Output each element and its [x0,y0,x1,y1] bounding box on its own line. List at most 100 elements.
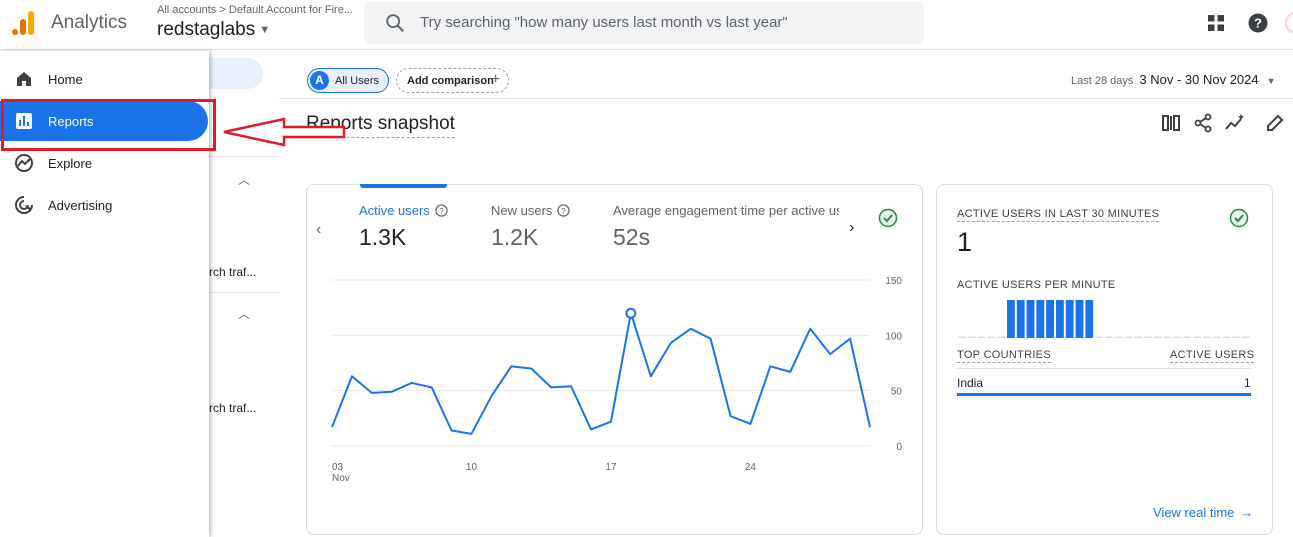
segment-badge: A [310,71,329,90]
per-minute-bar [1163,336,1172,338]
sidebar-item-label: Explore [48,155,93,171]
sidebar-item-explore[interactable]: Explore [0,143,209,183]
analytics-logo-icon[interactable] [10,10,36,36]
help-circle-icon[interactable]: ? [557,204,571,217]
metric-label: New users [491,203,553,218]
y-tick-label: 150 [885,276,902,287]
secondary-nav-item[interactable]: rch traf... [209,265,257,279]
search-bar[interactable]: Try searching "how many users last month… [364,2,924,44]
per-minute-bar [1124,336,1133,338]
per-minute-bar-chart [958,300,1250,338]
caret-down-icon: ▼ [1266,76,1276,86]
property-name: redstaglabs [157,19,256,40]
report-toolbar [279,51,1293,99]
divider [957,368,1251,369]
per-minute-bar [1056,300,1064,338]
per-minute-bar [987,336,996,338]
x-tick-label: 03 [332,462,344,473]
y-tick-label: 0 [896,442,902,453]
breadcrumb[interactable]: All accounts > Default Account for Fire.… [157,4,353,16]
property-selector[interactable]: redstaglabs ▼ [157,19,270,41]
divider [209,156,279,157]
share-icon[interactable] [1193,113,1213,133]
realtime-card [936,184,1273,535]
insights-icon[interactable] [1225,113,1245,133]
per-minute-bar [958,336,966,338]
date-range-label: Last 28 days [1071,75,1134,87]
breadcrumb-separator: > [219,4,226,16]
country-share-bar [957,393,1251,396]
help-icon[interactable]: ? [1248,13,1268,33]
per-minute-bar [1212,336,1221,338]
annotation-highlight-box [1,99,216,151]
selected-tab-indicator [360,184,447,188]
arrow-right-icon: → [1240,505,1254,520]
active-users-header: ACTIVE USERS [1170,349,1255,363]
search-placeholder: Try searching "how many users last month… [420,14,788,31]
x-tick-label: 24 [745,462,757,473]
metric-tab-new-users[interactable]: New users? 1.2K [491,203,571,251]
metric-tab-engagement-time[interactable]: Average engagement time per active us 52… [613,203,839,251]
compare-columns-icon[interactable] [1161,113,1181,133]
date-range-value: 3 Nov - 30 Nov 2024 [1139,72,1259,87]
per-minute-bar [1222,336,1231,338]
secondary-nav-item[interactable]: rch traf... [209,401,257,415]
per-minute-bar [1232,336,1241,338]
per-minute-bar [1085,300,1094,338]
chevron-up-icon[interactable]: ︿ [238,307,251,321]
metrics-chart-card [306,184,923,535]
chevron-up-icon[interactable]: ︿ [238,173,251,187]
breadcrumb-root[interactable]: All accounts [157,4,217,16]
per-minute-bar [1193,336,1201,338]
sidebar-item-home[interactable]: Home [0,59,209,99]
highlight-point [625,307,637,319]
chevron-left-icon[interactable]: ‹ [316,221,322,238]
sidebar-item-reports[interactable]: Reports [0,101,208,141]
avatar[interactable] [1285,12,1293,34]
secondary-nav-selected-item[interactable] [202,58,263,89]
segment-chip-all-users[interactable]: A All Users [307,68,389,93]
date-range-picker[interactable]: Last 28 days 3 Nov - 30 Nov 2024 ▼ [1071,72,1276,87]
view-real-time-link[interactable]: View real time → [1153,505,1253,520]
svg-text:?: ? [562,206,567,216]
per-minute-bar [1203,336,1211,338]
edit-pencil-icon[interactable] [1265,113,1285,133]
reports-icon [16,113,32,129]
metric-value: 52s [613,224,651,250]
country-users: 1 [1244,376,1251,390]
advertising-icon [15,196,33,214]
check-circle-icon[interactable] [878,208,898,228]
top-bar: Analytics All accounts > Default Account… [0,0,1293,50]
add-comparison-label: Add comparison [407,75,494,87]
breadcrumb-account[interactable]: Default Account for Fire... [228,4,353,16]
check-circle-icon[interactable] [1229,208,1249,228]
metric-label: Average engagement time per active us [613,203,839,218]
x-tick-label: 10 [466,462,478,473]
per-minute-bar [1134,336,1143,338]
y-tick-label: 50 [891,387,903,398]
sidebar-item-advertising[interactable]: Advertising [0,185,209,225]
svg-text:?: ? [439,206,444,216]
y-tick-label: 100 [885,331,902,342]
per-minute-bar [967,336,976,338]
divider [209,292,279,293]
sidebar: Home Reports Explore Advertising [0,51,209,537]
chevron-down-icon: ▼ [259,24,271,36]
per-minute-label: ACTIVE USERS PER MINUTE [957,279,1116,291]
realtime-title[interactable]: ACTIVE USERS IN LAST 30 MINUTES [957,208,1160,222]
svg-text:?: ? [1254,16,1262,31]
search-icon [386,14,404,32]
view-real-time-label: View real time [1153,505,1235,520]
per-minute-bar [1036,300,1045,338]
chevron-right-icon[interactable]: › [849,219,855,236]
home-icon [17,72,31,86]
metric-tab-active-users[interactable]: Active users? 1.3K [359,203,448,251]
per-minute-bar [1026,300,1035,338]
metric-value: 1.2K [491,224,539,250]
series-line-active-users [331,312,871,435]
add-comparison-button[interactable]: Add comparison + [396,68,509,93]
apps-grid-icon[interactable] [1207,14,1225,32]
top-countries-header: TOP COUNTRIES [957,349,1051,363]
help-circle-icon[interactable]: ? [435,204,448,217]
metric-value: 1.3K [359,224,407,250]
